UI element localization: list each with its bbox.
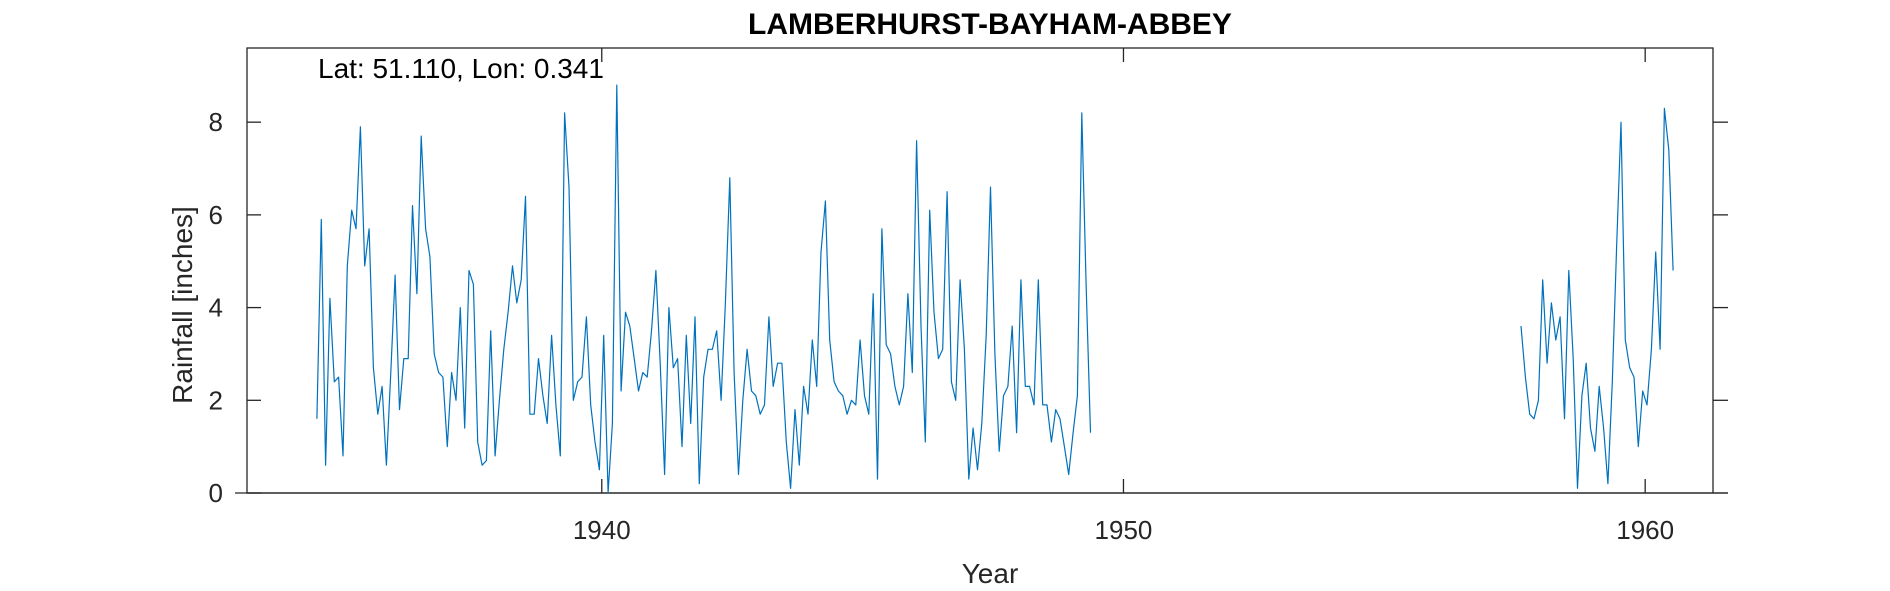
- y-tick-label: 0: [209, 478, 223, 508]
- series-segment-1: [316, 84, 1092, 494]
- x-tick-label: 1950: [1095, 515, 1153, 545]
- y-tick-label: 2: [209, 385, 223, 415]
- y-axis-label: Rainfall [inches]: [167, 206, 198, 404]
- axis-ticks: 1940 1950 1960 0 2 4 6 8: [209, 48, 1728, 545]
- y-tick-label: 6: [209, 200, 223, 230]
- location-annotation: Lat: 51.110, Lon: 0.341: [318, 53, 604, 84]
- chart-title: LAMBERHURST-BAYHAM-ABBEY: [748, 8, 1232, 41]
- x-tick-label: 1960: [1616, 515, 1674, 545]
- axes-frame: [246, 47, 1714, 494]
- x-tick-label: 1940: [573, 515, 631, 545]
- plot-area: [235, 47, 1728, 494]
- series-segment-2: [1520, 107, 1674, 489]
- y-tick-label: 4: [209, 293, 223, 323]
- y-tick-label: 8: [209, 107, 223, 137]
- rainfall-series: [316, 84, 1674, 494]
- x-axis-label: Year: [962, 558, 1019, 589]
